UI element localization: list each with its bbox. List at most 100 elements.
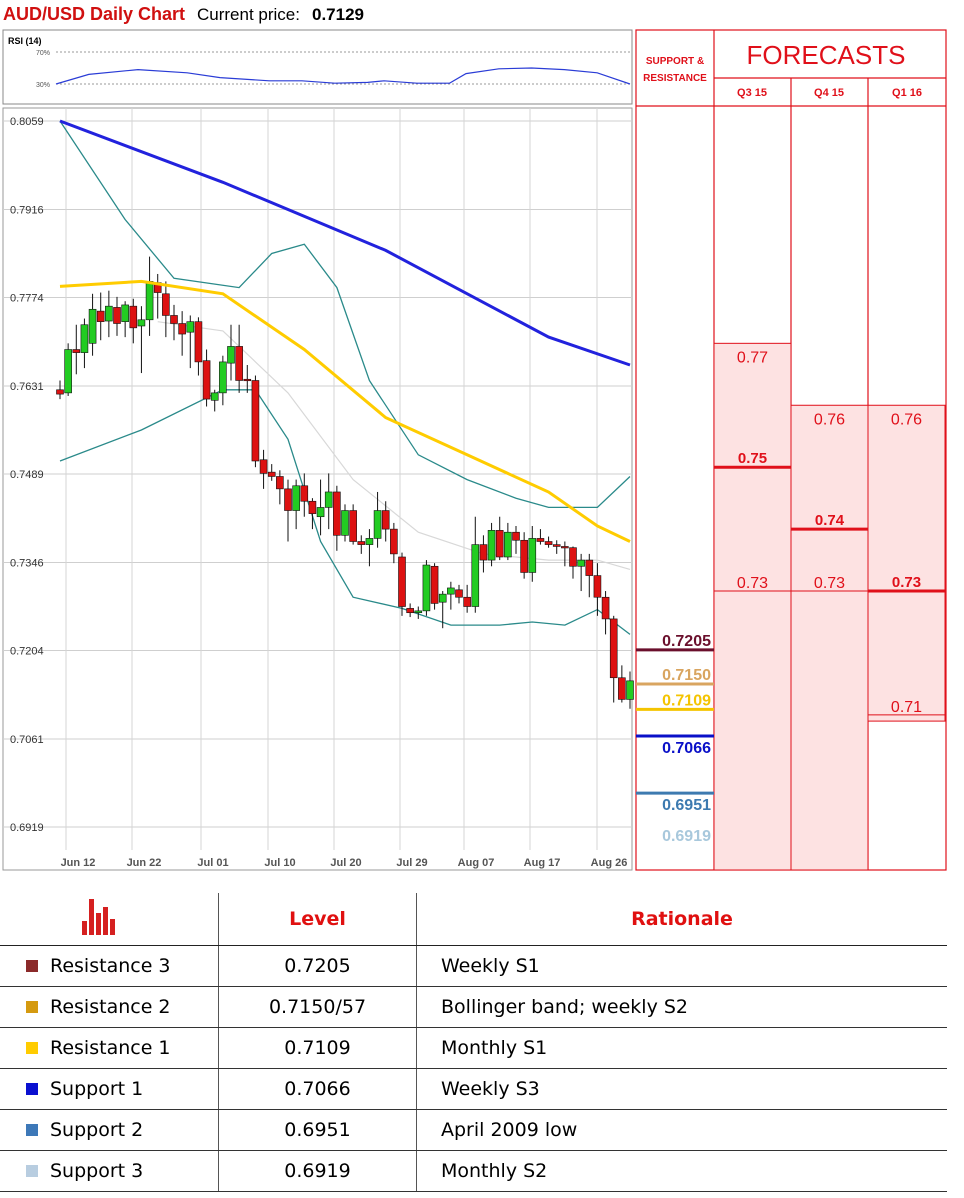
forecast-column-q3: Q3 15 <box>737 87 767 99</box>
level-row: Support 2 0.6951 April 2009 low <box>0 1109 947 1151</box>
level-row: Resistance 3 0.7205 Weekly S1 <box>0 945 947 987</box>
level-value: 0.7205 <box>218 945 417 987</box>
candle-down <box>544 541 553 545</box>
candle-down <box>569 547 577 567</box>
bollinger-lower <box>59 389 631 635</box>
candle-down <box>552 544 561 547</box>
forecast-high-value: 0.77 <box>737 349 768 366</box>
level-row: Support 1 0.7066 Weekly S3 <box>0 1068 947 1110</box>
candle-down <box>202 360 211 400</box>
forecast-panel: SUPPORT & RESISTANCE FORECASTS Q3 15 Q4 … <box>635 29 947 871</box>
level-color-swatch <box>26 1165 38 1177</box>
candle-up <box>504 531 512 558</box>
sr-level-value: 0.6919 <box>662 828 711 845</box>
level-name-cell: Resistance 3 <box>0 945 219 987</box>
candle-down <box>593 575 602 598</box>
candle-up <box>414 610 423 614</box>
y-axis-ticks: 0.8059 0.7916 0.7774 0.7631 0.7489 0.7346 0.72… <box>10 116 44 834</box>
sr-level-value: 0.7066 <box>662 740 711 757</box>
chart-title: AUD/USD Daily Chart <box>3 4 185 24</box>
candle-down <box>455 589 463 598</box>
candle-down <box>463 596 471 607</box>
x-tick-label: Jun 12 <box>61 857 96 869</box>
candle-up <box>577 559 585 567</box>
level-rationale: April 2009 low <box>416 1109 947 1151</box>
level-name-cell: Support 3 <box>0 1150 219 1192</box>
sr-title-line1: SUPPORT & <box>646 56 704 67</box>
forecast-low-value: 0.71 <box>891 699 922 716</box>
support-resistance-levels: 0.7205 0.7150 0.7109 0.7066 0.6951 0.6919 <box>636 633 714 845</box>
candle-up <box>373 510 382 539</box>
forecast-low-value: 0.73 <box>737 575 768 592</box>
level-rationale: Weekly S1 <box>416 945 947 987</box>
y-tick-label: 0.7631 <box>10 381 44 393</box>
y-tick-label: 0.7489 <box>10 469 44 481</box>
level-name: Resistance 1 <box>50 1037 171 1059</box>
rsi-label: RSI (14) <box>8 36 42 46</box>
level-row: Resistance 1 0.7109 Monthly S1 <box>0 1027 947 1069</box>
level-value: 0.7109 <box>218 1027 417 1069</box>
level-color-swatch <box>26 960 38 972</box>
forecast-range-box <box>867 404 946 722</box>
level-name: Support 2 <box>50 1119 144 1141</box>
sr-title-line2: RESISTANCE <box>643 73 707 84</box>
level-value: 0.6951 <box>218 1109 417 1151</box>
candle-up <box>341 510 349 536</box>
candle-down <box>349 510 357 542</box>
x-tick-label: Aug 17 <box>524 857 561 869</box>
y-tick-label: 0.7061 <box>10 734 44 746</box>
candle-up <box>626 680 634 700</box>
level-rationale: Weekly S3 <box>416 1068 947 1110</box>
candle-up <box>64 349 72 394</box>
level-name-cell: Support 2 <box>0 1109 219 1151</box>
candle-down <box>512 531 520 541</box>
forecast-mid-value: 0.73 <box>892 574 921 591</box>
candle-up <box>186 321 195 333</box>
levels-table: Level Rationale Resistance 3 0.7205 Weekly… <box>0 893 950 1192</box>
forecast-low-value: 0.73 <box>814 575 845 592</box>
forecast-column-q4: Q4 15 <box>814 87 844 99</box>
candle-down <box>357 541 366 545</box>
candle-down <box>390 528 398 555</box>
level-name-cell: Resistance 1 <box>0 1027 219 1069</box>
price-label: Current price: <box>197 5 300 24</box>
levels-icon-cell <box>0 893 219 946</box>
level-color-swatch <box>26 1001 38 1013</box>
candle-up <box>88 308 97 344</box>
candle-down <box>113 307 121 324</box>
y-tick-label: 0.6919 <box>10 822 44 834</box>
x-axis-ticks: Jun 12 Jun 22 Jul 01 Jul 10 Jul 20 Jul 29 Aug … <box>61 857 628 869</box>
y-tick-label: 0.7204 <box>10 646 44 658</box>
y-tick-label: 0.7916 <box>10 205 44 217</box>
forecast-ranges: 0.77 0.75 0.73 0.76 0.74 0.73 0.76 0.73 0.71 <box>713 342 946 871</box>
level-name-cell: Support 1 <box>0 1068 219 1110</box>
candle-up <box>471 544 480 607</box>
rsi-line <box>55 67 631 85</box>
level-header: Level <box>218 893 417 946</box>
sr-level-value: 0.6951 <box>662 797 711 814</box>
level-name: Support 3 <box>50 1160 144 1182</box>
moving-average-fast <box>59 279 631 543</box>
x-tick-label: Jun 22 <box>127 857 162 869</box>
x-tick-label: Aug 07 <box>458 857 495 869</box>
sr-level-value: 0.7109 <box>662 692 711 709</box>
candle-down <box>170 315 178 324</box>
level-rationale: Monthly S2 <box>416 1150 947 1192</box>
moving-average-slow <box>59 119 631 367</box>
y-tick-label: 0.7346 <box>10 558 44 570</box>
level-value: 0.6919 <box>218 1150 417 1192</box>
level-color-swatch <box>26 1083 38 1095</box>
candle-down <box>479 544 488 561</box>
level-rationale: Bollinger band; weekly S2 <box>416 986 947 1028</box>
candle-down <box>284 488 292 511</box>
forecast-range-box <box>713 342 792 871</box>
bar-chart-icon <box>82 898 116 935</box>
forecast-column-q1: Q1 16 <box>892 87 922 99</box>
rsi-panel: RSI (14) 70% 30% <box>2 29 633 105</box>
candle-down <box>96 310 105 322</box>
candle-down <box>398 556 406 607</box>
x-tick-label: Jul 29 <box>396 857 427 869</box>
candle-up <box>105 305 113 322</box>
forecast-high-value: 0.76 <box>891 411 922 428</box>
forecast-high-value: 0.76 <box>814 411 845 428</box>
